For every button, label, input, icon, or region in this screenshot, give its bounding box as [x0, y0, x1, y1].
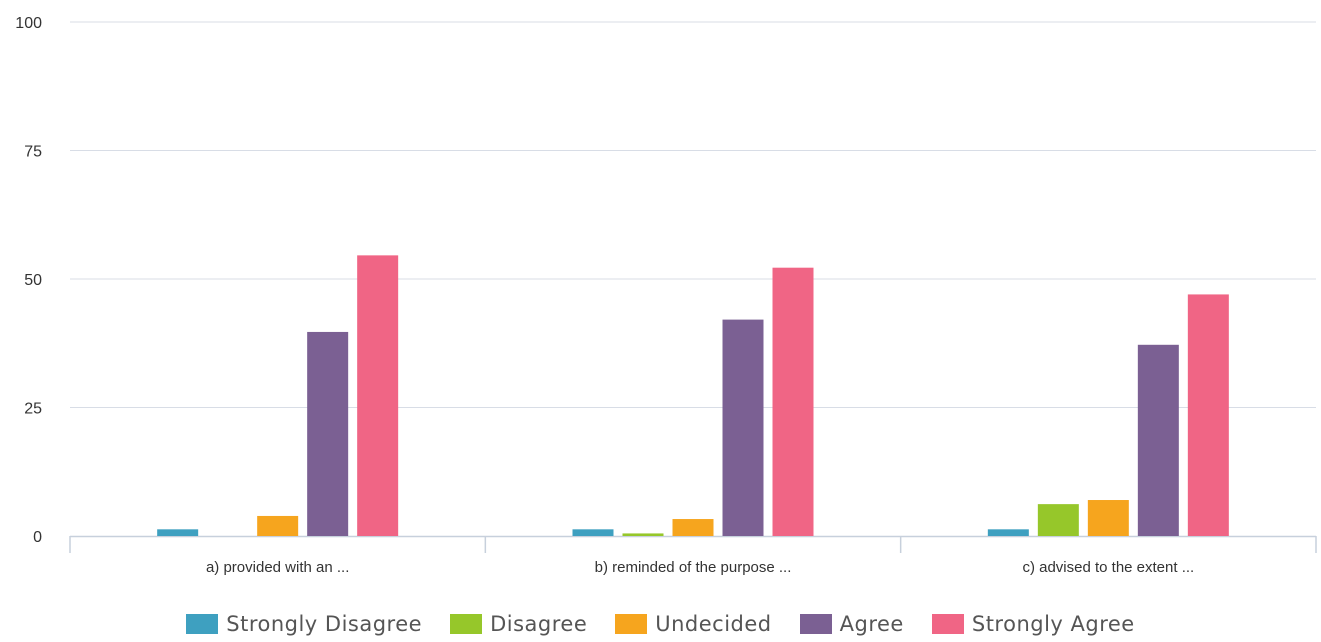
- legend-item[interactable]: Strongly Disagree: [186, 612, 422, 636]
- y-tick-label: 100: [15, 15, 42, 32]
- legend-swatch: [186, 614, 219, 634]
- legend-item[interactable]: Undecided: [615, 612, 771, 636]
- legend-label: Disagree: [490, 612, 588, 636]
- bar-strongly-agree[interactable]: [772, 267, 814, 536]
- chart-legend: Strongly Disagree Disagree Undecided Agree S…: [0, 612, 1321, 636]
- x-category-label: a) provided with an ...: [206, 559, 349, 576]
- legend-label: Agree: [839, 612, 904, 636]
- bar-strongly-agree[interactable]: [1187, 294, 1229, 536]
- legend-swatch: [931, 614, 964, 634]
- bar-agree[interactable]: [1137, 344, 1179, 536]
- bar-undecided[interactable]: [672, 519, 714, 536]
- legend-label: Strongly Disagree: [226, 612, 423, 636]
- x-category-label: c) advised to the extent ...: [1022, 559, 1194, 576]
- y-tick-label: 0: [33, 529, 42, 546]
- bar-disagree[interactable]: [622, 533, 664, 536]
- bar-disagree[interactable]: [1037, 504, 1079, 536]
- bar-agree[interactable]: [722, 319, 764, 536]
- legend-item[interactable]: Strongly Agree: [931, 612, 1135, 636]
- y-tick-label: 50: [24, 272, 42, 289]
- legend-item[interactable]: Agree: [799, 612, 904, 636]
- legend-swatch: [799, 614, 832, 634]
- legend-label: Undecided: [655, 612, 772, 636]
- legend-swatch: [450, 614, 483, 634]
- legend-swatch: [615, 614, 648, 634]
- x-category-label: b) reminded of the purpose ...: [595, 559, 792, 576]
- legend-item[interactable]: Disagree: [450, 612, 587, 636]
- bar-strongly-disagree[interactable]: [157, 529, 199, 536]
- bar-undecided[interactable]: [1087, 500, 1129, 536]
- bar-undecided[interactable]: [257, 515, 299, 536]
- bar-strongly-agree[interactable]: [357, 255, 399, 536]
- y-tick-label: 25: [24, 401, 42, 418]
- bar-agree[interactable]: [307, 331, 349, 536]
- y-tick-label: 75: [24, 144, 42, 161]
- legend-label: Strongly Agree: [971, 612, 1135, 636]
- bar-strongly-disagree[interactable]: [987, 529, 1029, 536]
- bar-strongly-disagree[interactable]: [572, 529, 614, 536]
